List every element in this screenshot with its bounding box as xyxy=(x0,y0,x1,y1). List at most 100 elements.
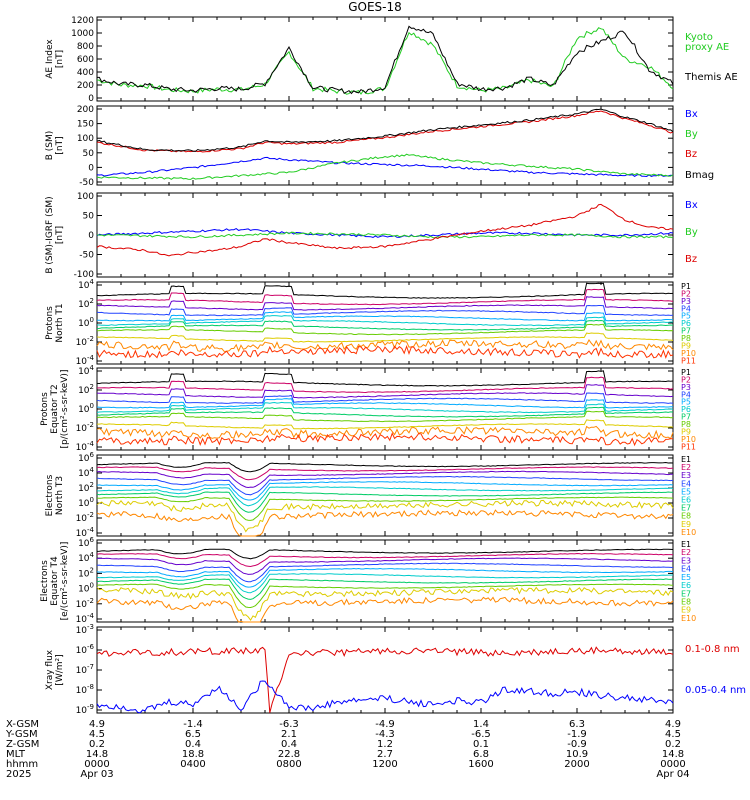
y-tick-label: 0 xyxy=(88,94,94,104)
footer-value: 0.4 xyxy=(281,739,297,750)
y-axis-label: North T1 xyxy=(55,303,65,342)
footer-value: 14.8 xyxy=(662,749,684,760)
y-axis-label: Electrons xyxy=(40,560,50,602)
y-tick-label: 200 xyxy=(77,81,94,91)
series-line-e6 xyxy=(97,486,673,507)
footer-value: -1.9 xyxy=(567,729,587,740)
legend-label: E8 xyxy=(681,512,691,521)
series-line-e2 xyxy=(96,466,674,481)
footer-value: -6.3 xyxy=(279,719,299,730)
y-axis-label: [nT] xyxy=(55,50,65,68)
legend-label-bdiff: Bz xyxy=(685,254,697,265)
legend-label: P7 xyxy=(681,327,691,336)
footer-value: -4.9 xyxy=(375,719,395,730)
legend-label: P10 xyxy=(681,435,696,444)
footer-value: 18.8 xyxy=(182,749,204,760)
y-tick-label: -50 xyxy=(79,251,94,261)
series-line-p3 xyxy=(96,384,674,399)
footer-row-label: Z-GSM xyxy=(6,739,39,750)
series-line-p5 xyxy=(96,398,674,409)
y-tick-label: 200 xyxy=(77,105,94,115)
y-axis-label: Protons xyxy=(40,392,50,426)
footer-value: -6.5 xyxy=(471,729,491,740)
series-line-p10 xyxy=(96,425,674,440)
series-line-bx xyxy=(96,156,674,178)
series-line-bz xyxy=(96,110,674,153)
legend-label: E4 xyxy=(681,565,691,574)
legend-label: E6 xyxy=(681,581,691,590)
y-tick-label: 100 xyxy=(78,582,94,595)
y-tick-label: 600 xyxy=(77,55,94,65)
panel-bdiff: 100 50 0 -50 -100 B (SM)-IGRF (SM) [nT] xyxy=(45,192,674,280)
series-line-e5 xyxy=(96,481,674,501)
footer-value: 6.8 xyxy=(473,749,489,760)
series-line-e7 xyxy=(96,491,674,513)
y-tick-label: 100 xyxy=(78,316,94,329)
panel-frame xyxy=(96,626,674,714)
series-line-kyoto-proxy-ae xyxy=(96,27,674,95)
y-tick-label: 10-6 xyxy=(76,643,95,656)
panel-bsm: 200 150 100 50 0 -50 B (SM) [nT] xyxy=(45,105,674,188)
footer-value: 2000 xyxy=(564,759,589,770)
series-line-p1 xyxy=(96,282,674,299)
y-tick-label: 100 xyxy=(78,496,94,509)
legend-label: P9 xyxy=(681,427,691,436)
series-line-bmag xyxy=(96,108,674,152)
legend-label-bsm: By xyxy=(685,129,698,140)
y-tick-label: 10-4 xyxy=(76,526,95,539)
series-line-e1 xyxy=(96,548,674,560)
footer-value: 1200 xyxy=(372,759,397,770)
legend-label: E2 xyxy=(681,548,691,557)
series-line-p8 xyxy=(96,323,674,336)
footer-value: Apr 03 xyxy=(80,769,113,780)
footer-value: 22.8 xyxy=(278,749,300,760)
y-tick-label: 102 xyxy=(78,383,94,396)
y-tick-label: 10-9 xyxy=(76,703,94,716)
series-line-p4 xyxy=(96,304,674,317)
series-line-0-05-0-4-nm xyxy=(96,680,674,714)
footer-value: 0.2 xyxy=(89,739,105,750)
series-line-p7 xyxy=(96,319,674,331)
footer-value: 0.2 xyxy=(665,739,681,750)
y-tick-label: 106 xyxy=(78,536,94,549)
y-tick-label: 50 xyxy=(83,212,95,222)
series-line-e3 xyxy=(96,557,674,575)
panel-prot1: 104 102 100 10-2 10-4 Protons North T1 P1P2P3P4… xyxy=(45,278,696,367)
series-line-p7 xyxy=(96,406,674,418)
y-tick-label: 102 xyxy=(78,297,94,310)
y-axis-label: [e/(cm²-s-sr-keV)] xyxy=(60,542,70,621)
legend-label: P8 xyxy=(681,420,691,429)
legend-label: P7 xyxy=(681,413,691,422)
legend-label: P1 xyxy=(681,282,691,291)
legend-label: P2 xyxy=(681,289,691,298)
footer-row-label: X-GSM xyxy=(6,719,39,730)
y-axis-label: Equator T4 xyxy=(50,556,60,606)
panel-xray: 10-3 10-6 10-7 10-8 10-9 Xray flux [W/m²] xyxy=(45,623,674,716)
footer-value: 0800 xyxy=(276,759,301,770)
series-line-e10 xyxy=(96,509,674,537)
series-line-e9 xyxy=(96,586,674,622)
series-line-0-1-0-8-nm xyxy=(96,646,674,713)
legend-label: P4 xyxy=(681,390,691,399)
footer-value: Apr 04 xyxy=(656,769,689,780)
footer-value: 4.9 xyxy=(665,719,681,730)
panel-elec4: 106 104 102 100 10-2 10-4 Electrons Equator T4[… xyxy=(40,536,696,625)
y-tick-label: 10-3 xyxy=(76,623,94,636)
y-axis-label: Protons xyxy=(45,306,55,340)
series-line-e1 xyxy=(96,461,674,473)
series-line-p5 xyxy=(96,311,674,322)
legend-label-bsm: Bx xyxy=(685,109,698,120)
y-tick-label: 104 xyxy=(78,364,94,377)
y-tick-label: 10-4 xyxy=(76,612,95,625)
legend-label: E9 xyxy=(681,520,691,529)
series-line-p6 xyxy=(96,401,674,414)
y-tick-label: 0 xyxy=(88,163,94,173)
y-tick-label: 1000 xyxy=(71,29,94,39)
legend-label: P1 xyxy=(681,368,691,377)
legend-label: P5 xyxy=(681,398,691,407)
legend-label: P6 xyxy=(681,405,691,414)
footer-value: 0.4 xyxy=(185,739,201,750)
footer-value: 1.2 xyxy=(377,739,393,750)
series-line-p3 xyxy=(96,296,674,311)
